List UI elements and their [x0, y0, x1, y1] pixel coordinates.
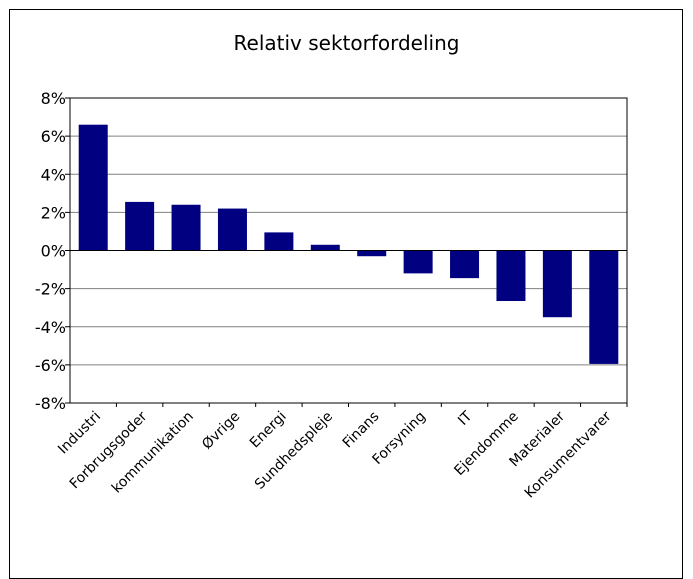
y-tick-label: 2% [41, 203, 66, 222]
bar [496, 250, 526, 302]
y-tick-label: 4% [41, 165, 66, 184]
bar [171, 204, 201, 251]
y-axis-ticks: 8% 6% 4% 2% 0% -2% -4% -6% -8% [35, 89, 70, 413]
x-tick-label: Finans [340, 409, 383, 452]
bar [450, 250, 480, 279]
x-tick-label: IT [455, 408, 476, 429]
chart-title: Relativ sektorfordeling [233, 31, 460, 55]
bars [70, 124, 627, 364]
x-tick-label: Øvrige [199, 409, 243, 453]
x-tick-label: Konsumentvarer [522, 408, 615, 501]
bar [357, 250, 387, 257]
y-tick-label: -2% [35, 280, 66, 299]
bar [403, 250, 433, 274]
bar [125, 201, 155, 251]
bar [264, 232, 294, 251]
y-tick-label: 0% [41, 242, 66, 261]
bar [542, 250, 572, 318]
y-tick-label: 6% [41, 127, 66, 146]
x-tick-label: Energi [247, 409, 290, 452]
bar [310, 244, 340, 251]
bar [589, 250, 619, 364]
bar [78, 124, 108, 251]
y-tick-label: -4% [35, 318, 66, 337]
y-tick-label: -6% [35, 356, 66, 375]
y-tick-label: -8% [35, 394, 66, 413]
x-tick-label: kommunikation [109, 409, 197, 497]
bar [217, 208, 247, 251]
y-tick-label: 8% [41, 89, 66, 108]
